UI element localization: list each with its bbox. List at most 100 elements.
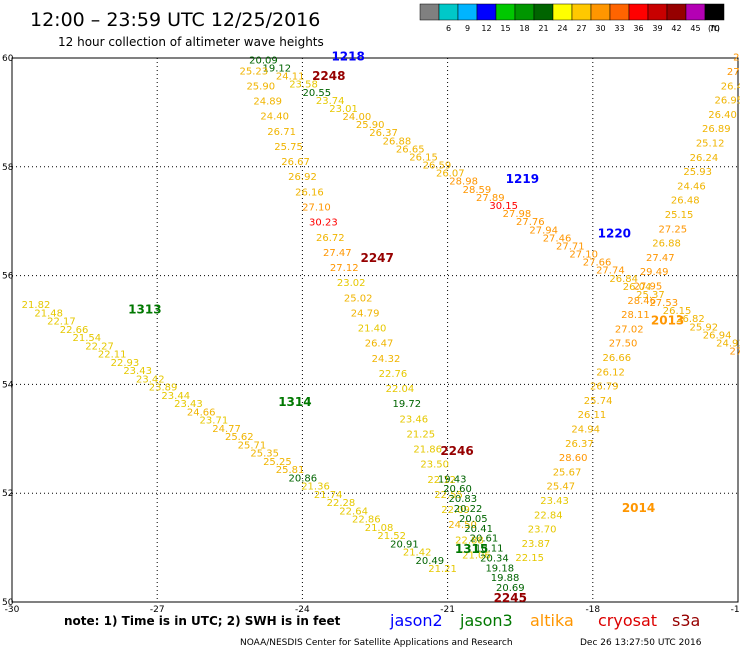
colorbar-swatch (438, 3, 459, 21)
wave-height-value: 22.28 (327, 498, 356, 509)
wave-height-value: 26.89 (702, 124, 731, 135)
wave-height-value: 27.95 (634, 282, 663, 293)
wave-height-value: 24.11 (276, 72, 305, 83)
x-tick-label: -27 (150, 605, 165, 615)
wave-height-value: 22.04 (386, 384, 415, 395)
wave-height-value: 25.90 (356, 120, 385, 131)
wave-height-value: 25.67 (553, 467, 582, 478)
plot-area: 20.0919.1224.1123.5820.5523.7423.0124.00… (11, 50, 740, 605)
wave-height-value: 21.82 (22, 300, 51, 311)
y-tick-label: 58 (2, 163, 14, 173)
wave-height-value: 25.25 (263, 457, 292, 468)
wave-height-value: 26.24 (690, 153, 719, 164)
wave-height-value: 21.86 (413, 445, 442, 456)
wave-height-value: 23.89 (149, 383, 178, 394)
wave-height-value: 26.48 (671, 196, 700, 207)
colorbar-swatch (647, 3, 668, 21)
wave-height-value: 26.59 (423, 161, 452, 172)
colorbar-label: 15 (500, 24, 510, 33)
legend-item-altika: altika (530, 611, 574, 630)
wave-height-value: 27.12 (330, 263, 359, 274)
wave-height-value: 30.23 (309, 218, 338, 229)
pass-number-label: 2248 (312, 69, 345, 83)
colorbar-label: 6 (446, 24, 451, 33)
wave-height-value: 27.47 (646, 253, 675, 264)
wave-height-value: 22.11 (98, 350, 127, 361)
wave-height-value: 22.55 (434, 490, 463, 501)
colorbar-label: 36 (633, 24, 643, 33)
wave-height-value: 21.74 (314, 490, 343, 501)
wave-height-value: 26.15 (409, 152, 438, 163)
wave-height-value: 20.22 (454, 504, 483, 515)
wave-height-value: 25.75 (274, 142, 303, 153)
wave-height-value: 26.37 (369, 128, 398, 139)
wave-height-value: 24.77 (212, 424, 241, 435)
wave-height-value: 21.40 (358, 324, 387, 335)
wave-height-value: 24.94 (571, 425, 600, 436)
wave-height-value: 23.46 (400, 414, 429, 425)
wave-height-value: 25.71 (238, 440, 267, 451)
colorbar-label: 9 (465, 24, 470, 33)
wave-height-value: 27.46 (543, 233, 572, 244)
wave-height-value: 28.11 (621, 310, 650, 321)
wave-height-value: 19.72 (393, 399, 422, 410)
wave-height-value: 20.09 (249, 55, 278, 66)
wave-height-value: 26.95 (714, 96, 740, 107)
wave-height-value: 26.67 (281, 157, 310, 168)
wave-height-value: 23.58 (289, 80, 318, 91)
x-axis-ticks: -30 -27 -24 -21 -18 -15 (5, 605, 740, 615)
pass-number-label: 2013 (651, 314, 684, 328)
wave-height-value: 23.74 (316, 96, 345, 107)
wave-height-value: 26.84 (609, 274, 638, 285)
wave-height-value: 25.81 (276, 465, 305, 476)
wave-height-value: 23.87 (522, 539, 551, 550)
wave-height-value: 22.12 (427, 475, 456, 486)
colorbar-swatch (533, 3, 554, 21)
colorbar-swatch (495, 3, 516, 21)
legend-item-jason2: jason2 (389, 611, 443, 630)
wave-height-value: 20.55 (303, 88, 332, 99)
y-tick-label: 60 (2, 54, 14, 64)
wave-height-value: 27.98 (503, 209, 532, 220)
legend-item-cryosat: cryosat (598, 611, 657, 630)
colorbar-label: 45 (690, 24, 700, 33)
colorbar-label: 30 (595, 24, 605, 33)
colorbar-swatch (590, 3, 611, 21)
wave-height-value: 21.48 (34, 308, 63, 319)
pass-number-label: 1314 (278, 395, 311, 409)
wave-height-value: 22.17 (47, 317, 76, 328)
wave-height-value: 26.41 (721, 81, 740, 92)
wave-height-value: 19.12 (263, 64, 292, 75)
wave-height-value: 25.37 (636, 290, 665, 301)
wave-height-value: 26.82 (676, 314, 705, 325)
wave-height-value: 27.63 (729, 347, 740, 358)
colorbar-label: 33 (614, 24, 624, 33)
x-tick-label: -18 (585, 605, 600, 615)
wave-height-value: 20.49 (416, 556, 445, 567)
wave-height-value: 27.47 (323, 248, 352, 259)
x-tick-label: -21 (440, 605, 455, 615)
wave-height-value: 27.71 (556, 241, 585, 252)
wave-height-tracks: 20.0919.1224.1123.5820.5523.7423.0124.00… (22, 53, 740, 594)
wave-height-value: 21.42 (403, 548, 432, 559)
y-tick-label: 54 (2, 380, 14, 390)
satellite-legend: jason2 jason3 altika cryosat s3a (389, 611, 700, 630)
wave-height-value: 20.61 (470, 534, 499, 545)
wave-height-value: 27.10 (569, 250, 598, 261)
x-tick-label: -24 (295, 605, 310, 615)
wave-height-value: 26.37 (565, 439, 594, 450)
colorbar-label: 27 (576, 24, 586, 33)
wave-height-value: 20.05 (459, 514, 488, 525)
wave-height-value: 24.46 (677, 181, 706, 192)
wave-height-value: 27.53 (649, 298, 678, 309)
pass-number-label: 2246 (440, 444, 473, 458)
wave-height-value: 25.15 (665, 210, 694, 221)
pass-number-label: 2245 (494, 591, 527, 605)
wave-height-value: 23.43 (540, 496, 569, 507)
wave-height-value: 27.66 (583, 258, 612, 269)
wave-height-value: 22.09 (441, 505, 470, 516)
wave-height-value: 27.74 (596, 266, 625, 277)
wave-height-value: 26.15 (663, 306, 692, 317)
wave-height-value: 23.44 (161, 391, 190, 402)
wave-height-value: 20.83 (448, 494, 477, 505)
